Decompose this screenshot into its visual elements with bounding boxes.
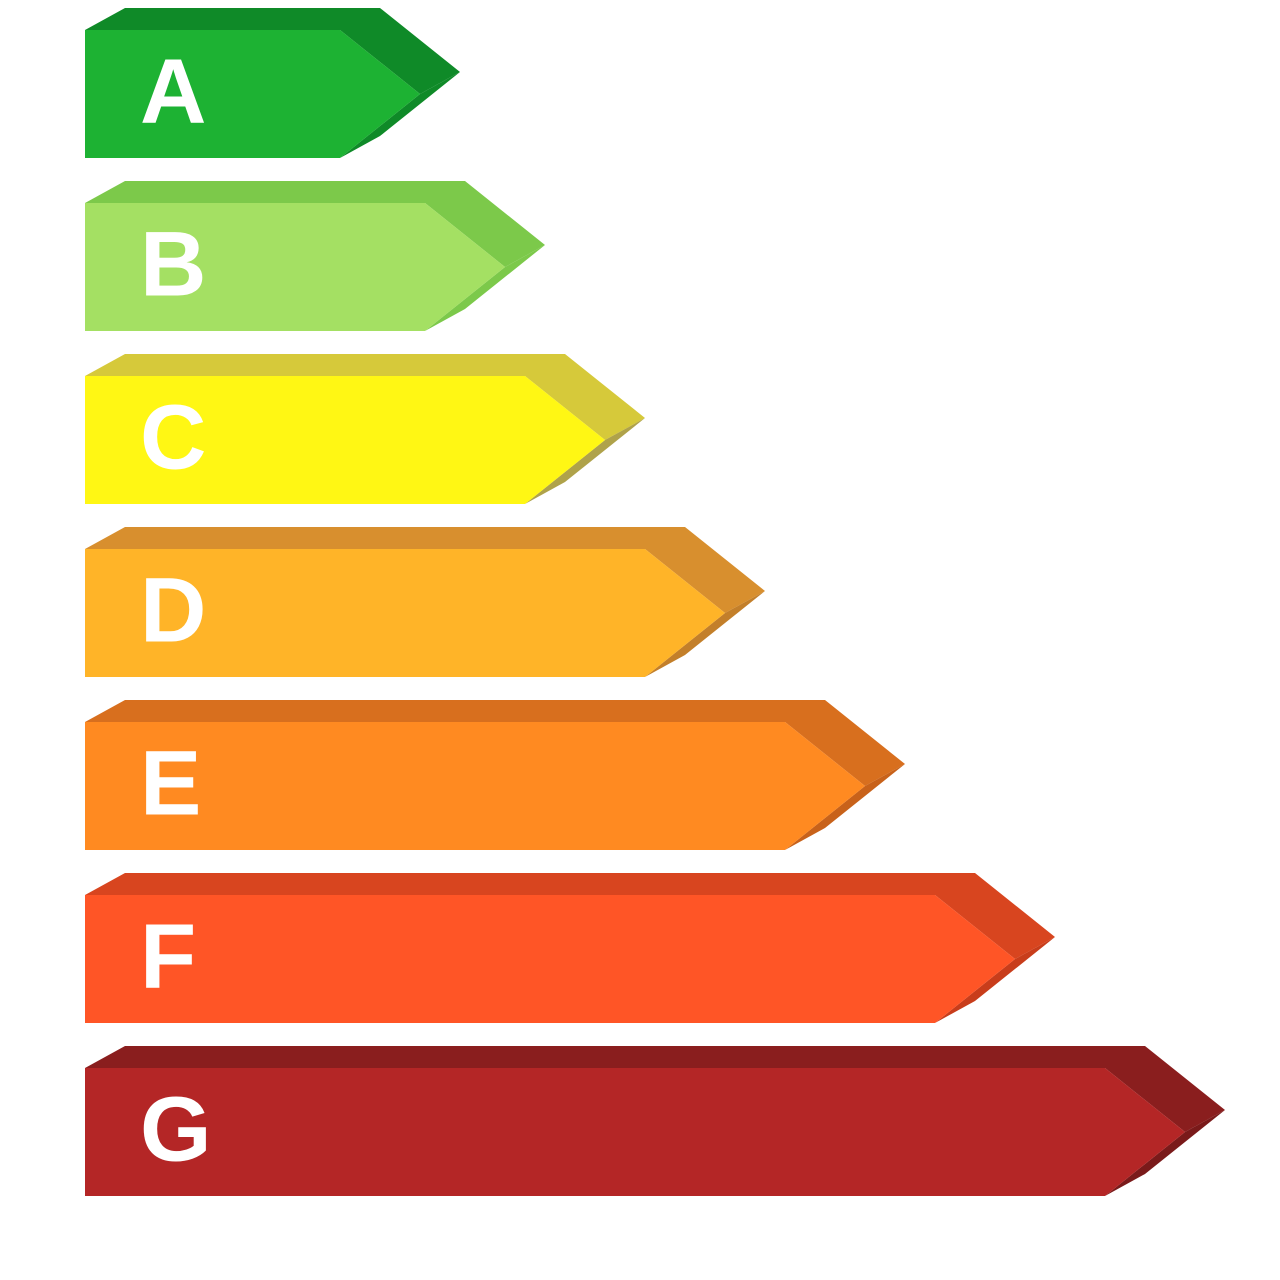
bar-face	[85, 722, 865, 850]
rating-bar-d: D	[85, 527, 765, 677]
bar-label: C	[140, 386, 206, 488]
rating-bar-c: C	[85, 354, 645, 504]
bar-face	[85, 895, 1015, 1023]
rating-bar-g: G	[85, 1046, 1225, 1196]
bar-label: B	[140, 213, 206, 315]
rating-bar-f: F	[85, 873, 1055, 1023]
bar-label: A	[140, 40, 206, 142]
bar-label: D	[140, 559, 206, 661]
bar-face	[85, 1068, 1185, 1196]
bar-label: F	[140, 905, 196, 1007]
rating-bar-e: E	[85, 700, 905, 850]
energy-rating-chart: ABCDEFG	[0, 0, 1280, 1280]
bar-label: E	[140, 732, 201, 834]
bar-label: G	[140, 1078, 212, 1180]
